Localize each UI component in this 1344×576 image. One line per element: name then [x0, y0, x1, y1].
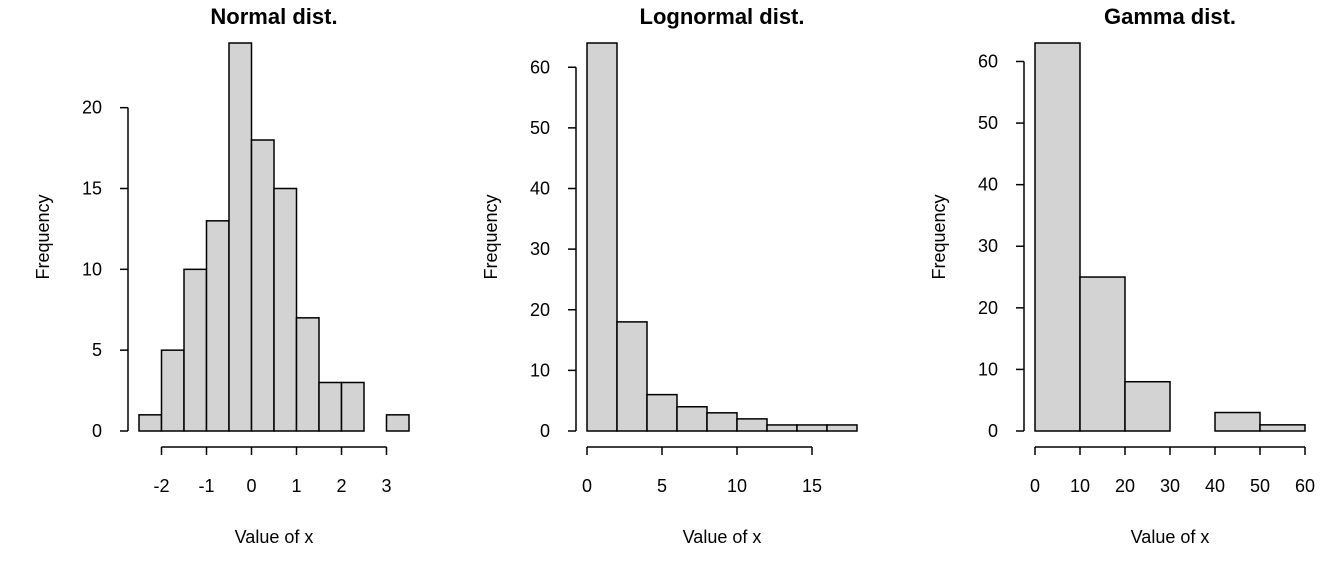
- x-tick-label: 10: [1070, 476, 1090, 496]
- x-axis-label: Value of x: [1131, 527, 1210, 547]
- histogram-bar: [676, 406, 708, 432]
- histogram-bar: [273, 187, 298, 432]
- y-axis-label: Frequency: [33, 194, 53, 279]
- y-tick-label: 30: [978, 236, 998, 256]
- y-tick-label: 30: [530, 239, 550, 259]
- histogram-bar: [826, 424, 858, 432]
- histogram-bar: [1259, 424, 1306, 432]
- y-tick-label: 5: [92, 340, 102, 360]
- histogram-bar: [250, 139, 275, 432]
- x-tick-label: 3: [381, 476, 391, 496]
- x-tick-label: 15: [802, 476, 822, 496]
- histogram-bar: [228, 42, 253, 432]
- y-tick-label: 0: [988, 421, 998, 441]
- histogram-bar: [318, 381, 343, 432]
- x-axis-label: Value of x: [235, 527, 314, 547]
- y-tick-label: 60: [978, 51, 998, 71]
- chart-title: Gamma dist.: [1104, 4, 1236, 29]
- histogram-bar: [295, 317, 320, 432]
- histogram-bar: [205, 220, 230, 432]
- chart-title: Lognormal dist.: [640, 4, 805, 29]
- histogram-bar: [1034, 42, 1081, 432]
- x-tick-label: 60: [1295, 476, 1315, 496]
- histogram-bar: [340, 381, 365, 432]
- histogram-bar: [160, 349, 185, 432]
- x-tick-label: 20: [1115, 476, 1135, 496]
- histogram-bar: [183, 268, 208, 432]
- histogram-bar: [736, 418, 768, 432]
- x-tick-label: 1: [291, 476, 301, 496]
- x-axis-label: Value of x: [683, 527, 762, 547]
- x-tick-label: 2: [336, 476, 346, 496]
- x-tick-label: 0: [246, 476, 256, 496]
- histogram-bar: [586, 42, 618, 432]
- lognormal-dist-panel: Lognormal dist. Frequency Value of x 0 10…: [481, 4, 858, 547]
- x-tick-label: 0: [582, 476, 592, 496]
- x-tick-label: 40: [1205, 476, 1225, 496]
- y-tick-label: 60: [530, 57, 550, 77]
- histogram-bar: [1214, 411, 1261, 432]
- y-tick-label: 40: [978, 175, 998, 195]
- y-tick-label: 20: [978, 298, 998, 318]
- y-axis-label: Frequency: [929, 194, 949, 279]
- y-tick-label: 50: [978, 113, 998, 133]
- histogram-bar: [796, 424, 828, 432]
- x-tick-label: -2: [153, 476, 169, 496]
- normal-dist-panel: Normal dist. Frequency Value of x 051015…: [33, 4, 410, 547]
- histogram-bar: [706, 412, 738, 432]
- y-tick-label: 20: [82, 98, 102, 118]
- y-tick-label: 10: [82, 259, 102, 279]
- y-tick-label: 10: [530, 360, 550, 380]
- x-tick-label: 5: [657, 476, 667, 496]
- histogram-bar: [646, 393, 678, 432]
- y-tick-label: 0: [540, 421, 550, 441]
- y-tick-label: 10: [978, 359, 998, 379]
- histogram-bar: [616, 321, 648, 432]
- chart-title: Normal dist.: [210, 4, 337, 29]
- histogram-bar: [1124, 380, 1171, 432]
- histogram-bar: [1079, 276, 1126, 432]
- x-tick-label: 0: [1030, 476, 1040, 496]
- x-tick-label: -1: [198, 476, 214, 496]
- histogram-bar: [766, 424, 798, 432]
- histogram-bar: [385, 414, 410, 432]
- gamma-dist-panel: Gamma dist. Frequency Value of x 0 10 20 30…: [929, 4, 1315, 547]
- y-tick-label: 15: [82, 179, 102, 199]
- y-tick-label: 0: [92, 421, 102, 441]
- x-tick-label: 50: [1250, 476, 1270, 496]
- y-tick-label: 20: [530, 300, 550, 320]
- x-tick-label: 10: [727, 476, 747, 496]
- y-tick-label: 50: [530, 118, 550, 138]
- x-tick-label: 30: [1160, 476, 1180, 496]
- y-tick-label: 40: [530, 179, 550, 199]
- histogram-bar: [138, 414, 163, 432]
- y-axis-label: Frequency: [481, 194, 501, 279]
